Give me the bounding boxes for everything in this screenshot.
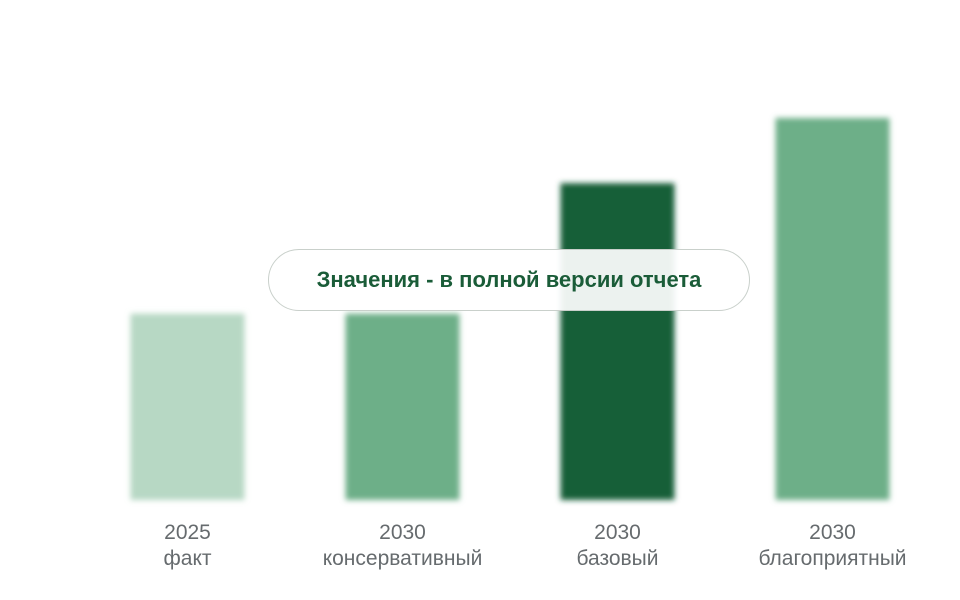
category-label-1: 2025 факт xyxy=(164,521,212,570)
bar-4 xyxy=(775,118,890,500)
category-year: 2030 xyxy=(379,521,426,544)
category-label-4: 2030 благоприятный xyxy=(758,521,906,570)
category-label-2: 2030 консервативный xyxy=(323,521,483,570)
bar-1 xyxy=(130,313,245,500)
category-label-3: 2030 базовый xyxy=(576,521,658,570)
report-notice-pill: Значения - в полной версии отчета xyxy=(268,249,750,311)
category-scenario: консервативный xyxy=(323,547,483,570)
category-scenario: базовый xyxy=(576,547,658,570)
category-year: 2030 xyxy=(594,521,641,544)
category-scenario: факт xyxy=(164,547,212,570)
category-year: 2025 xyxy=(164,521,211,544)
category-year: 2030 xyxy=(809,521,856,544)
report-notice-text: Значения - в полной версии отчета xyxy=(316,267,702,292)
bar-3 xyxy=(560,183,675,500)
bar-2 xyxy=(345,313,460,500)
bars-group xyxy=(130,118,890,500)
category-scenario: благоприятный xyxy=(758,547,906,570)
